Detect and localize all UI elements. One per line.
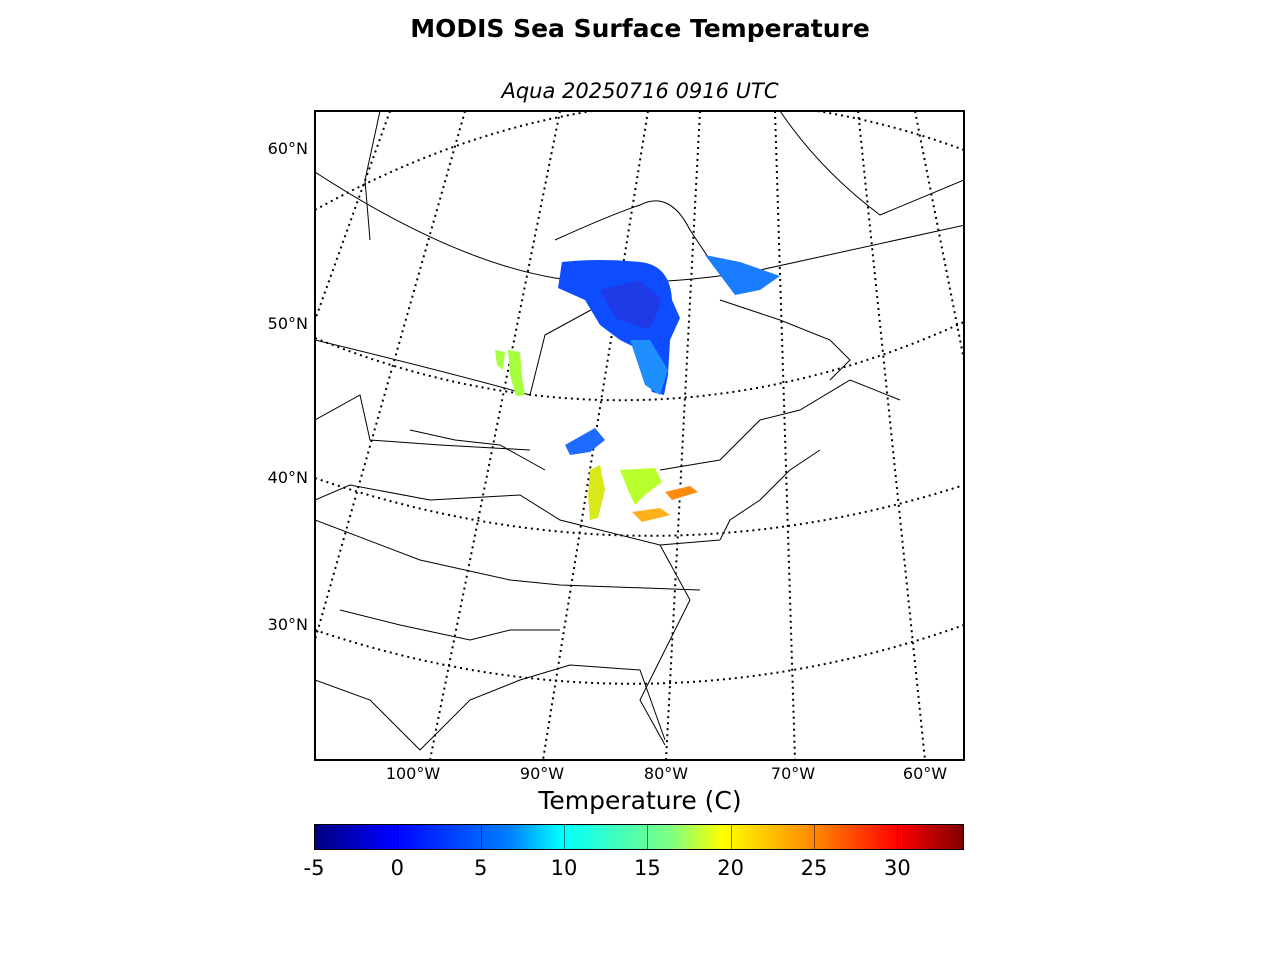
sst-hudson-bay (558, 260, 680, 395)
colorbar-tick-mark (314, 824, 315, 850)
colorbar-tick-label: 5 (473, 856, 488, 880)
lon-label-90w: 90°W (519, 764, 565, 783)
lon-label-80w: 80°W (643, 764, 689, 783)
colorbar-label: Temperature (C) (538, 786, 742, 815)
colorbar-tick-label: 20 (717, 856, 745, 880)
sst-lake-manitoba (495, 350, 505, 370)
map-frame (314, 110, 965, 761)
colorbar-tick-mark (480, 824, 482, 850)
sst-lake-winnipeg (508, 350, 525, 396)
chart-subtitle: Aqua 20250716 0916 UTC (501, 79, 779, 103)
sst-lake-ontario (665, 486, 698, 500)
colorbar-tick-label: 0 (390, 856, 405, 880)
colorbar-tick-label: 25 (800, 856, 828, 880)
colorbar (314, 824, 964, 850)
colorbar-tick-mark (647, 824, 649, 850)
colorbar-tick-label: 15 (633, 856, 661, 880)
sst-lake-huron (620, 468, 662, 505)
colorbar-tick-label: 10 (550, 856, 578, 880)
graticule-meridians (315, 111, 964, 760)
lat-label-60n: 60°N (267, 139, 308, 158)
colorbar-tick-label: -5 (303, 856, 325, 880)
coastlines (315, 111, 964, 751)
lat-label-50n: 50°N (267, 314, 308, 333)
sst-hudson-strait (705, 255, 780, 295)
sst-lake-michigan (588, 465, 605, 520)
lon-label-70w: 70°W (770, 764, 816, 783)
lat-label-40n: 40°N (267, 468, 308, 487)
lon-label-60w: 60°W (902, 764, 948, 783)
colorbar-tick-mark (397, 824, 399, 850)
lat-label-30n: 30°N (267, 615, 308, 634)
colorbar-tick-mark (730, 824, 732, 850)
colorbar-tick-mark (897, 824, 899, 850)
chart-title: MODIS Sea Surface Temperature (410, 14, 870, 43)
colorbar-tick-label: 30 (883, 856, 911, 880)
sst-lake-superior (565, 428, 605, 455)
sst-lake-erie (632, 508, 670, 522)
graticule-parallels (315, 111, 964, 685)
lon-label-100w: 100°W (385, 764, 441, 783)
colorbar-tick-mark (814, 824, 815, 850)
colorbar-tick-mark (564, 824, 565, 850)
